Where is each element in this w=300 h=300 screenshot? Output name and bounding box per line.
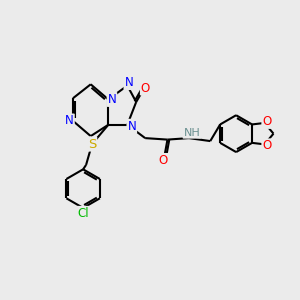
Text: N: N [65,114,74,128]
Text: O: O [141,82,150,94]
Text: N: N [108,93,116,106]
Text: N: N [128,120,136,133]
Text: S: S [88,138,96,151]
Text: O: O [262,115,272,128]
Text: O: O [158,154,168,167]
Text: Cl: Cl [77,207,89,220]
Text: O: O [262,139,272,152]
Text: NH: NH [184,128,200,138]
Text: N: N [124,76,133,89]
